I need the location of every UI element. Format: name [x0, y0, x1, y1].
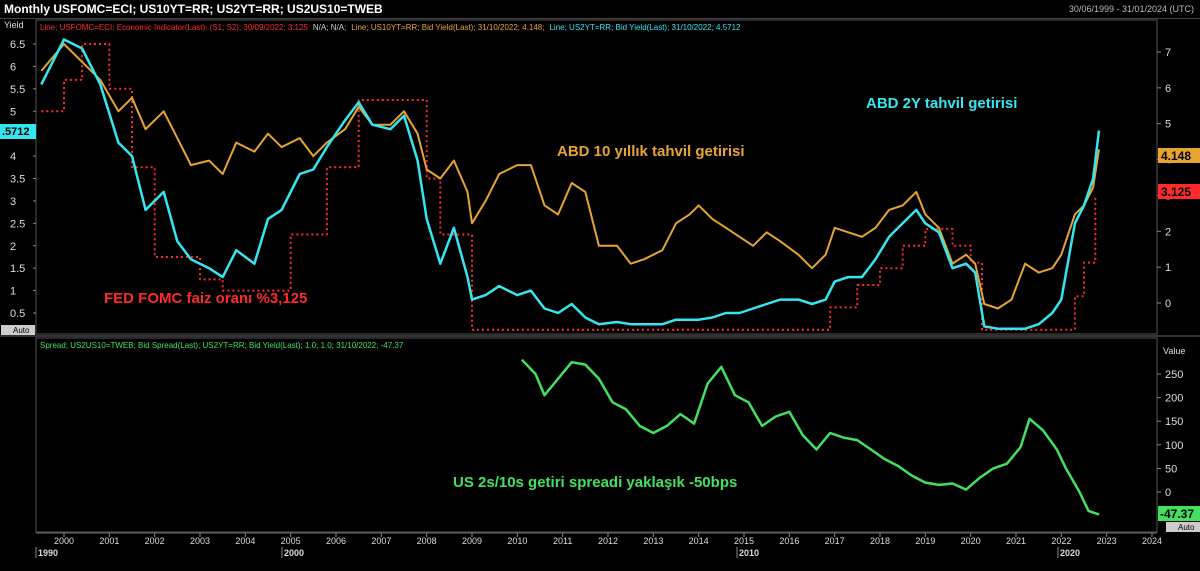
x-tick-label: 2002 [145, 536, 165, 546]
x-tick-label: 2005 [281, 536, 301, 546]
x-tick-label: 2001 [99, 536, 119, 546]
left-tick-label: 1 [10, 286, 16, 298]
chart-title: Monthly USFOMC=ECI; US10YT=RR; US2YT=RR;… [4, 2, 383, 16]
x-tick-label: 2003 [190, 536, 210, 546]
annotation-us2y: ABD 2Y tahvil getirisi [866, 95, 1017, 112]
x-decade-label: 2020 [1060, 548, 1080, 558]
left-tick-label: 5 [10, 106, 16, 118]
x-tick-label: 2012 [598, 536, 618, 546]
left-axis-ticks: 0.511.522.533.544.555.566.5 [10, 39, 36, 320]
x-tick-label: 2000 [54, 536, 74, 546]
auto-label-top: Auto [13, 326, 30, 335]
date-range: 30/06/1999 - 31/01/2024 (UTC) [1068, 4, 1194, 14]
x-tick-label: 2017 [825, 536, 845, 546]
annotation-us10y: ABD 10 yıllık tahvil getirisi [557, 143, 745, 160]
x-tick-label: 2013 [643, 536, 663, 546]
bottom-axis-ticks: 0 50 100 150 200 250 [1157, 369, 1183, 499]
left-tick-label: 3.5 [10, 174, 25, 186]
left-axis-title: Yield [4, 20, 24, 30]
right-axis-title-bottom: Value [1163, 346, 1185, 356]
badge-fed-label: 3.125 [1161, 185, 1191, 199]
top-legend-entry: Line; US10YT=RR; Bid Yield(Last); 31/10/… [351, 23, 544, 32]
x-tick-label: 2022 [1051, 536, 1071, 546]
right-tick-label: 0 [1165, 298, 1171, 310]
x-tick-label: 2018 [870, 536, 890, 546]
x-tick-label: 2023 [1097, 536, 1117, 546]
x-decade-label: 2000 [284, 548, 304, 558]
top-panel-frame [35, 19, 1158, 335]
x-tick-label: 2024 [1142, 536, 1162, 546]
x-axis-ticks: 2000 2001 2002 2003 2004 2005 2006 2007 2008 2009… [35, 533, 1162, 558]
series-us10y-line [40, 43, 1100, 310]
x-decade-label: 1990 [38, 548, 58, 558]
x-tick-label: 2021 [1006, 536, 1026, 546]
left-tick-label: 4 [10, 151, 16, 163]
bottom-tick-label: 0 [1165, 487, 1171, 499]
left-tick-label: 3 [10, 196, 16, 208]
left-tick-label: 2.5 [10, 218, 25, 230]
auto-label-bottom: Auto [1178, 523, 1195, 532]
left-tick-label: 5.5 [10, 84, 25, 96]
right-tick-label: 7 [1165, 47, 1171, 59]
right-tick-label: 2 [1165, 226, 1171, 238]
badge-us10y [1158, 148, 1200, 163]
bottom-series-lines [520, 358, 1100, 516]
badge-us2y-left-label: .5712 [2, 126, 30, 138]
left-tick-label: 6.5 [10, 39, 25, 51]
series-us2y-line [40, 38, 1101, 330]
badge-us2y-left [0, 124, 36, 139]
x-tick-label: 2010 [507, 536, 527, 546]
x-tick-label: 2008 [417, 536, 437, 546]
bottom-legend: Spread; US2US10=TWEB; Bid Spread(Last); … [40, 341, 404, 350]
x-tick-label: 2019 [915, 536, 935, 546]
badge-fed [1158, 184, 1200, 199]
right-tick-label: 5 [1165, 119, 1171, 131]
left-tick-label: 2 [10, 241, 16, 253]
top-series-lines [40, 38, 1101, 331]
series-fed-line [41, 43, 1097, 331]
top-legend-entry: N/A; N/A; [313, 23, 346, 32]
x-tick-label: 2009 [462, 536, 482, 546]
auto-button-bottom[interactable] [1166, 522, 1200, 532]
bottom-tick-label: 150 [1165, 416, 1183, 428]
title-bar: Monthly USFOMC=ECI; US10YT=RR; US2YT=RR;… [0, 0, 1200, 19]
series-spread-line [520, 358, 1100, 516]
left-tick-label: 0.5 [10, 308, 25, 320]
annotation-spread: US 2s/10s getiri spreadi yaklaşık -50bps [453, 474, 737, 491]
top-legend-entry: Line; USFOMC=ECI; Economic Indicator(Las… [40, 23, 308, 32]
left-tick-label: 1.5 [10, 263, 25, 275]
auto-button-top[interactable] [1, 325, 35, 335]
left-tick-label: 6 [10, 61, 16, 73]
bottom-tick-label: 100 [1165, 440, 1183, 452]
bottom-tick-label: 200 [1165, 393, 1183, 405]
x-tick-label: 2007 [371, 536, 391, 546]
x-tick-label: 2004 [235, 536, 255, 546]
right-tick-label: 1 [1165, 262, 1171, 274]
right-tick-label: 6 [1165, 83, 1171, 95]
bottom-tick-label: 250 [1165, 369, 1183, 381]
bottom-panel-frame [35, 337, 1158, 533]
annotation-fed: FED FOMC faiz oranı %3,125 [104, 290, 307, 307]
badge-spread-label: -47.37 [1160, 507, 1194, 521]
x-tick-label: 2011 [553, 536, 572, 546]
x-tick-label: 2014 [689, 536, 709, 546]
bottom-tick-label: 50 [1165, 463, 1177, 475]
bottom-legend-text: Spread; US2US10=TWEB; Bid Spread(Last); … [40, 341, 404, 350]
badge-us10y-label: 4.148 [1161, 149, 1191, 163]
x-tick-label: 2020 [961, 536, 981, 546]
x-tick-label: 2006 [326, 536, 346, 546]
x-tick-label: 2016 [779, 536, 799, 546]
top-legend: Line; USFOMC=ECI; Economic Indicator(Las… [40, 23, 741, 32]
x-decade-label: 2010 [739, 548, 759, 558]
right-axis-ticks: 01234567 [1157, 47, 1171, 310]
top-legend-entry: Line; US2YT=RR; Bid Yield(Last); 31/10/2… [549, 23, 741, 32]
badge-spread [1158, 506, 1200, 521]
x-tick-label: 2015 [734, 536, 754, 546]
